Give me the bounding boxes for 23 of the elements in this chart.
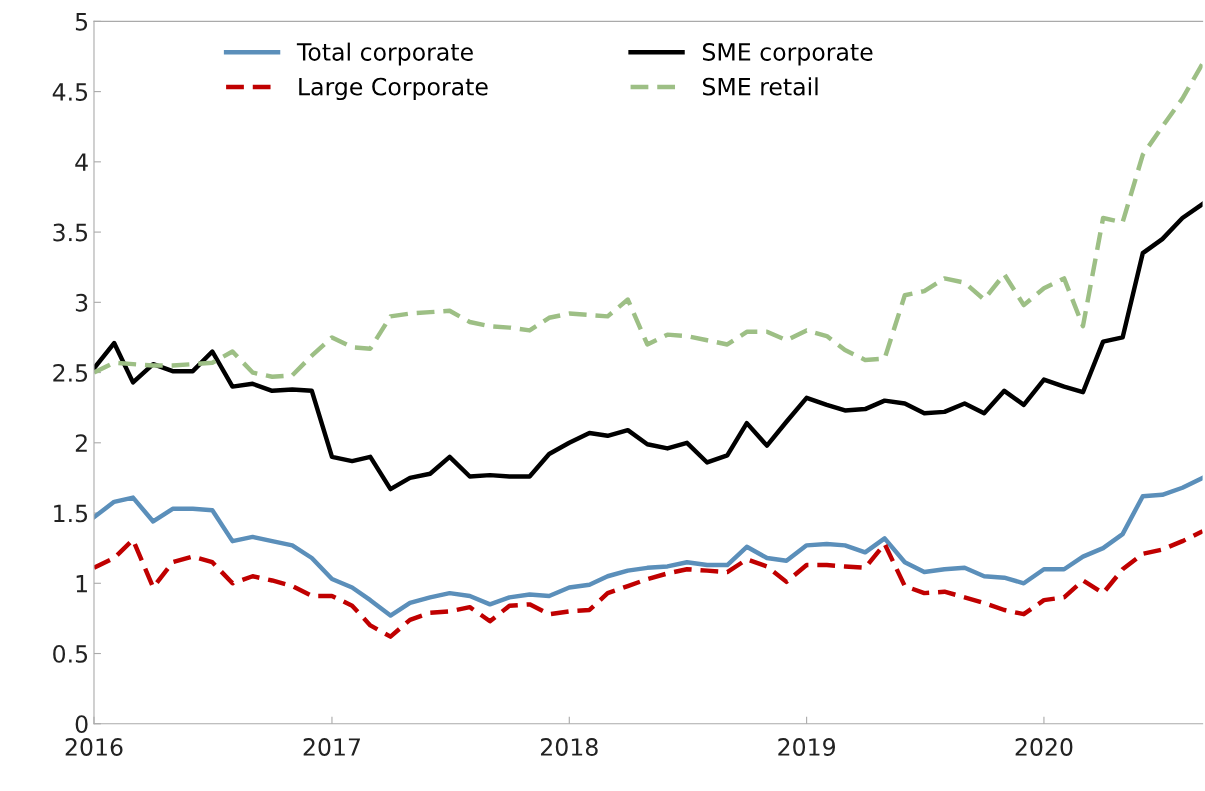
y-tick-label: 0 xyxy=(75,715,88,734)
legend-label: Total corporate xyxy=(296,42,473,66)
legend-label: SME retail xyxy=(702,77,818,96)
y-tick-label: 2.5 xyxy=(53,364,88,382)
y-tick-label: 1.5 xyxy=(54,504,88,523)
y-tick-label: 4.5 xyxy=(52,83,88,101)
y-tick-label: 4 xyxy=(75,153,88,171)
y-tick-label: 5 xyxy=(75,13,88,31)
x-tick-label: 2017 xyxy=(303,738,360,756)
line-series xyxy=(93,201,1203,492)
y-tick-label: 2 xyxy=(75,434,87,452)
line-series xyxy=(93,529,1203,639)
legend-label: SME corporate xyxy=(702,43,873,66)
line-series xyxy=(93,475,1203,618)
x-tick-label: 2020 xyxy=(1015,738,1073,756)
x-tick-label: 2019 xyxy=(778,738,835,756)
x-tick-label: 2018 xyxy=(540,738,598,756)
y-tick-label: 1 xyxy=(76,575,87,593)
y-tick-label: 0.5 xyxy=(53,644,88,663)
y-tick-label: 3.5 xyxy=(53,223,88,242)
x-tick-label: 2016 xyxy=(65,738,123,756)
legend-label: Large Corporate xyxy=(299,77,488,101)
y-tick-label: 3 xyxy=(75,293,88,312)
